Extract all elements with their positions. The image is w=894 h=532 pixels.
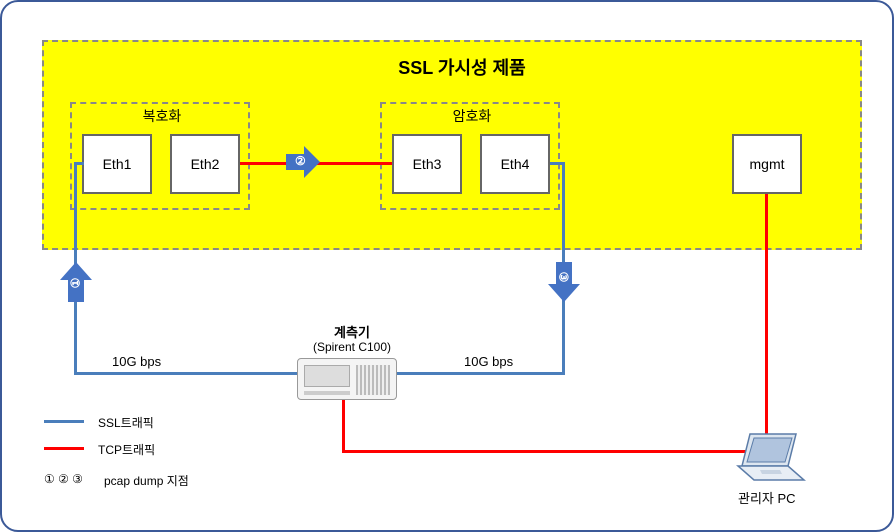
legend-pcap-nums: ① ② ③ [44, 472, 83, 486]
device-label-main: 계측기 [312, 322, 392, 341]
eth2-port: Eth2 [170, 134, 240, 194]
product-title: SSL 가시성 제품 [362, 54, 562, 80]
device-label-sub: (Spirent C100) [302, 340, 402, 354]
legend-pcap-label: pcap dump 지점 [104, 472, 189, 489]
admin-pc-icon [732, 430, 812, 485]
marker-3: ③ [556, 272, 570, 283]
eth1-port: Eth1 [82, 134, 152, 194]
speed-left: 10G bps [112, 354, 161, 369]
admin-pc-label: 관리자 PC [738, 488, 796, 507]
diagram-canvas: SSL 가시성 제품 복호화 암호화 Eth1 Eth2 Eth3 Eth4 m… [0, 0, 894, 532]
tcp-line-device-down [342, 398, 345, 452]
encrypt-label: 암호화 [432, 106, 512, 126]
decrypt-label: 복호화 [122, 106, 202, 126]
tcp-line-mgmt-down [765, 194, 768, 442]
legend-ssl-label: SSL트래픽 [98, 414, 154, 431]
eth3-port: Eth3 [392, 134, 462, 194]
legend-ssl-line [44, 420, 84, 423]
speed-right: 10G bps [464, 354, 513, 369]
mgmt-port: mgmt [732, 134, 802, 194]
legend-tcp-line [44, 447, 84, 450]
eth4-port: Eth4 [480, 134, 550, 194]
marker-2: ② [295, 154, 306, 168]
ssl-line-left-bottom [74, 372, 297, 375]
legend-tcp-label: TCP트래픽 [98, 441, 155, 458]
ssl-line-eth1-h [74, 162, 84, 165]
tcp-line-device-to-pc [342, 450, 762, 453]
marker-1: ① [68, 278, 82, 289]
spirent-device [297, 358, 397, 400]
ssl-line-right-bottom [393, 372, 565, 375]
